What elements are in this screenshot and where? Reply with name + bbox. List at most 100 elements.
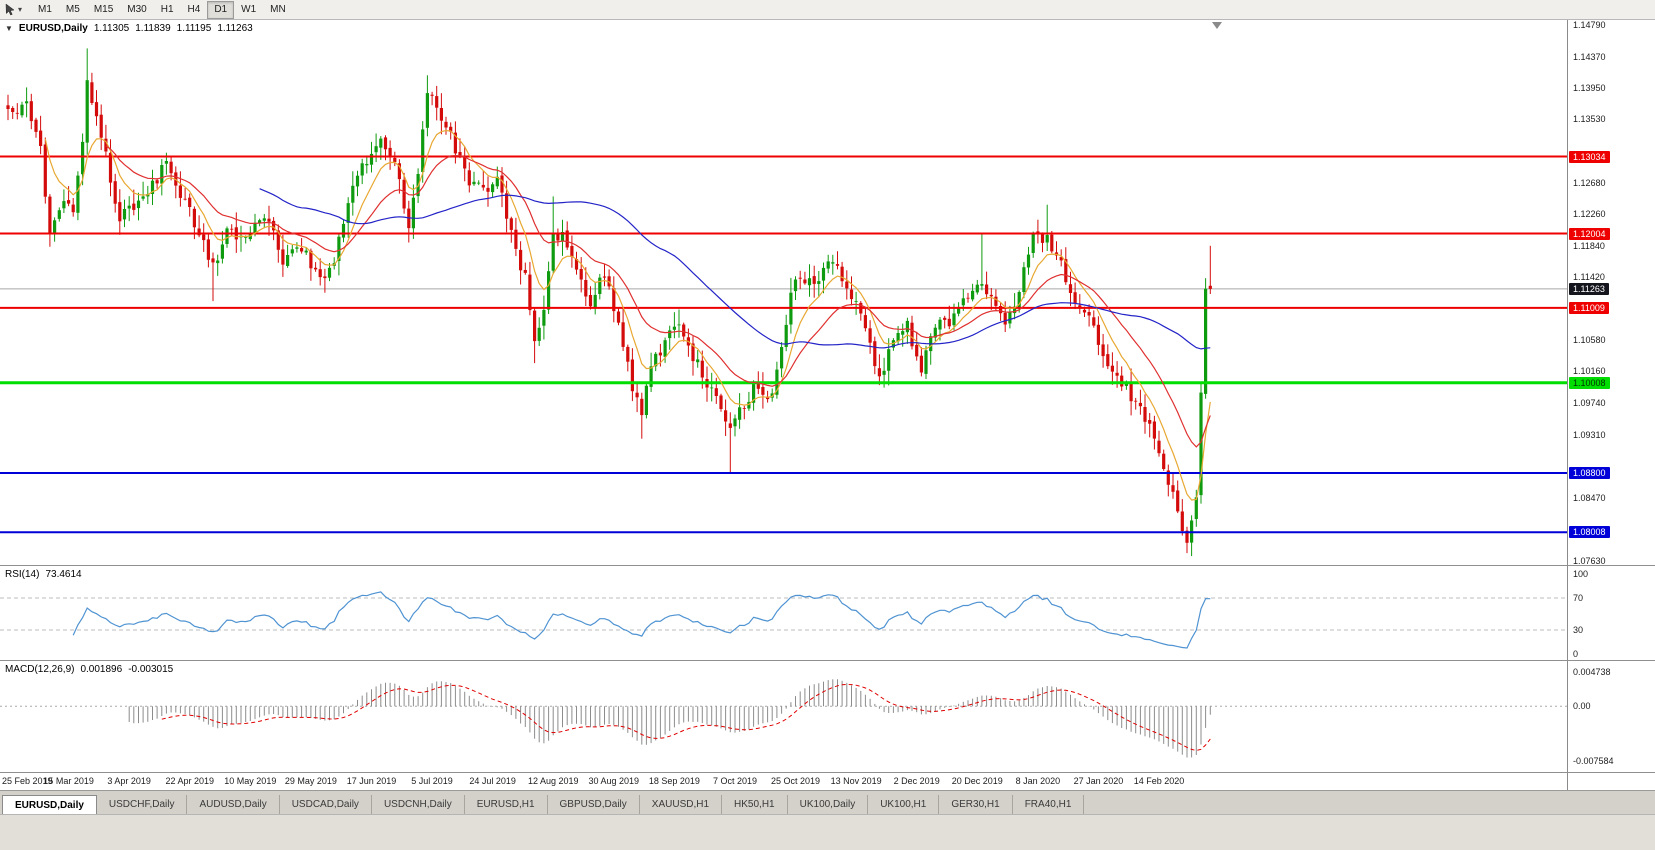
price-line-badge: 1.08008: [1569, 526, 1610, 538]
tab-xauusd-h1[interactable]: XAUUSD,H1: [639, 795, 723, 814]
tab-usdcnh-daily[interactable]: USDCNH,Daily: [371, 795, 465, 814]
status-bar-area: [0, 814, 1655, 850]
date-label: 29 May 2019: [284, 776, 337, 786]
timeframe-button-m30[interactable]: M30: [127, 3, 147, 15]
chart-symbol-label: EURUSD,Daily: [18, 23, 88, 34]
tab-eurusd-h1[interactable]: EURUSD,H1: [464, 795, 548, 814]
rsi-panel: RSI(14) 73.4614 100 70 30 0: [0, 565, 1655, 660]
price-tick: 1.14790: [1573, 20, 1606, 30]
macd-plot: [0, 679, 1567, 758]
price-tick: 1.11420: [1573, 272, 1605, 282]
timeframe-button-h4[interactable]: H4: [187, 3, 201, 15]
current-price-badge: 1.11263: [1569, 283, 1609, 295]
tab-usdcad-daily[interactable]: USDCAD,Daily: [279, 795, 372, 814]
tab-audusd-daily[interactable]: AUDUSD,Daily: [187, 795, 280, 814]
chart-tools-button[interactable]: ▾: [4, 3, 22, 16]
price-line-badge: 1.11009: [1569, 302, 1609, 314]
chart-shift-marker[interactable]: [1212, 22, 1222, 29]
date-axis[interactable]: 25 Feb 2019 15 Mar 2019 3 Apr 2019 22 Apr 2…: [0, 773, 1568, 790]
dropdown-caret-icon: ▾: [18, 5, 23, 14]
timeframe-button-d1[interactable]: D1: [207, 0, 235, 19]
candlestick-chart-area[interactable]: ▼ EURUSD,Daily 1.11305 1.11839 1.11195 1…: [0, 20, 1568, 565]
timeframe-buttons: M1 M5 M15 M30 H1 H4 D1 W1 MN: [31, 0, 293, 19]
price-tick: 1.12260: [1573, 209, 1606, 219]
date-label: 3 Apr 2019: [107, 776, 151, 786]
rsi-plot: [0, 591, 1567, 649]
macd-header: MACD(12,26,9) 0.001896 -0.003015: [5, 664, 173, 675]
date-label: 15 Mar 2019: [43, 776, 94, 786]
timeframe-button-m15[interactable]: M15: [93, 3, 114, 15]
rsi-tick: 0: [1573, 649, 1579, 659]
price-tick: 1.10160: [1573, 366, 1606, 376]
price-tick: 1.12680: [1573, 178, 1606, 188]
macd-tick: 0.004738: [1573, 667, 1611, 677]
price-tick: 1.09740: [1573, 398, 1606, 408]
rsi-tick: 70: [1573, 593, 1584, 603]
date-label: 22 Apr 2019: [165, 776, 215, 786]
rsi-name: RSI(14): [5, 569, 40, 580]
chart-header: ▼ EURUSD,Daily 1.11305 1.11839 1.11195 1…: [5, 23, 253, 34]
date-axis-row: 25 Feb 2019 15 Mar 2019 3 Apr 2019 22 Apr 2…: [0, 772, 1655, 790]
date-label: 18 Sep 2019: [648, 776, 700, 786]
ohlc-close: 1.11263: [217, 23, 253, 34]
ohlc-low: 1.11195: [176, 23, 212, 34]
timeframe-button-m1[interactable]: M1: [38, 3, 52, 15]
cursor-icon: [5, 3, 15, 16]
price-tick: 1.11840: [1573, 241, 1605, 251]
date-label: 30 Aug 2019: [588, 776, 640, 786]
main-chart-row: ▼ EURUSD,Daily 1.11305 1.11839 1.11195 1…: [0, 20, 1655, 565]
price-line-badge: 1.12004: [1569, 228, 1610, 240]
tab-ger30-h1[interactable]: GER30,H1: [939, 795, 1013, 814]
date-label: 25 Oct 2019: [771, 776, 821, 786]
macd-panel: MACD(12,26,9) 0.001896 -0.003015 0.00473…: [0, 660, 1655, 772]
rsi-plot-area[interactable]: RSI(14) 73.4614: [0, 566, 1568, 660]
tab-gbpusd-daily[interactable]: GBPUSD,Daily: [547, 795, 640, 814]
price-tick: 1.13530: [1573, 114, 1606, 124]
date-label: 14 Feb 2020: [1133, 776, 1185, 786]
macd-axis[interactable]: 0.004738 0.00 -0.007584: [1568, 661, 1655, 772]
timeframe-button-h1[interactable]: H1: [160, 3, 174, 15]
date-label: 5 Jul 2019: [411, 776, 453, 786]
ohlc-open: 1.11305: [93, 23, 130, 34]
tab-fra40-h1[interactable]: FRA40,H1: [1012, 795, 1085, 814]
price-line-badge: 1.08800: [1569, 467, 1610, 479]
date-label: 8 Jan 2020: [1015, 776, 1061, 786]
tab-uk100-h1[interactable]: UK100,H1: [868, 795, 940, 814]
timeframe-toolbar: ▾ M1 M5 M15 M30 H1 H4 D1 W1 MN: [0, 0, 1655, 20]
price-line-badge: 1.10008: [1569, 377, 1610, 389]
date-label: 20 Dec 2019: [951, 776, 1003, 786]
timeframe-button-w1[interactable]: W1: [241, 3, 257, 15]
rsi-axis[interactable]: 100 70 30 0: [1568, 566, 1655, 660]
symbol-tab-bar: EURUSD,Daily USDCHF,Daily AUDUSD,Daily USDC…: [0, 790, 1655, 814]
rsi-header: RSI(14) 73.4614: [5, 569, 82, 580]
price-tick: 1.07630: [1573, 556, 1606, 565]
price-tick: 1.13950: [1573, 83, 1606, 93]
date-label: 12 Aug 2019: [527, 776, 579, 786]
tab-eurusd-daily[interactable]: EURUSD,Daily: [2, 795, 97, 814]
tab-usdchf-daily[interactable]: USDCHF,Daily: [96, 795, 188, 814]
tab-uk100-daily[interactable]: UK100,Daily: [787, 795, 869, 814]
candlestick-plot: [0, 48, 1567, 557]
rsi-tick: 100: [1573, 569, 1589, 579]
price-tick: 1.14370: [1573, 52, 1606, 62]
rsi-value: 73.4614: [45, 569, 82, 580]
date-label: 17 Jun 2019: [346, 776, 397, 786]
timeframe-button-mn[interactable]: MN: [270, 3, 286, 15]
date-label: 2 Dec 2019: [893, 776, 940, 786]
macd-plot-area[interactable]: MACD(12,26,9) 0.001896 -0.003015: [0, 661, 1568, 772]
timeframe-button-m5[interactable]: M5: [65, 3, 80, 15]
ohlc-high: 1.11839: [135, 23, 171, 34]
rsi-tick: 30: [1573, 625, 1584, 635]
date-label: 24 Jul 2019: [469, 776, 516, 786]
tab-hk50-h1[interactable]: HK50,H1: [722, 795, 788, 814]
date-label: 10 May 2019: [224, 776, 277, 786]
price-tick: 1.09310: [1573, 430, 1606, 440]
price-line-badge: 1.13034: [1569, 151, 1610, 163]
price-axis[interactable]: 1.14790 1.14370 1.13950 1.13530 1.12680 1.122…: [1568, 20, 1655, 565]
date-axis-corner: [1568, 773, 1655, 790]
date-label: 25 Feb 2019: [2, 776, 53, 786]
macd-name: MACD(12,26,9): [5, 664, 75, 675]
price-tick: 1.08470: [1573, 493, 1606, 503]
date-label: 7 Oct 2019: [712, 776, 757, 786]
